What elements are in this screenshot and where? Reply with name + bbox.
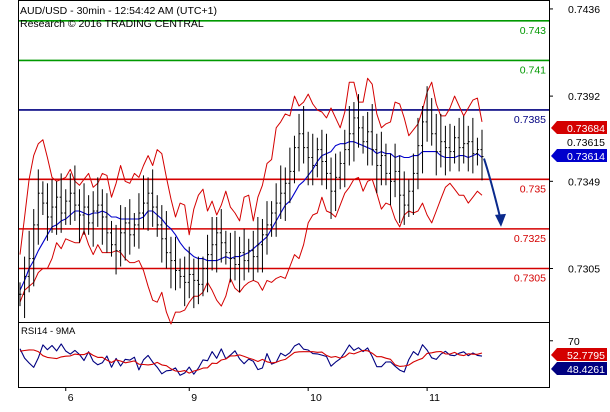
badge-last-price-value-box [557, 135, 607, 148]
projection-arrow-head [495, 213, 506, 227]
level-label-0.7305: 0.7305 [514, 273, 546, 285]
moving-average [19, 141, 483, 291]
badge-rsi-ma-value-pointer [551, 348, 557, 361]
badge-upper-band-value-box [557, 121, 607, 134]
badge-upper-band-value-pointer [551, 121, 557, 134]
x-axis-label: 9 [191, 392, 197, 404]
badge-rsi-ma-value-text: 52.7795 [567, 350, 605, 362]
bollinger-lower-band [19, 176, 483, 325]
price-axis-label: 0.7305 [568, 264, 600, 276]
rsi14-line [19, 343, 483, 376]
level-label-0.735: 0.735 [520, 183, 546, 195]
level-labels: 0.743 0.741 0.7385 0.735 0.7325 0.7305 [514, 25, 546, 285]
level-label-0.7385: 0.7385 [514, 114, 546, 126]
price-axis-label: 0.7349 [568, 176, 600, 188]
badge-rsi-value-box [557, 362, 607, 375]
x-axis-label: 6 [68, 392, 74, 404]
level-label-0.741: 0.741 [520, 64, 546, 76]
projection-arrow-shaft [483, 158, 501, 218]
rsi-axis-label: 70 [568, 336, 580, 348]
axis-labels: 0.7436 0.7392 0.7349 0.7305 70 6 9 10 11 [65, 4, 600, 404]
candlesticks [18, 86, 484, 319]
rsi-lines [19, 343, 483, 376]
badge-ma-value-box [557, 149, 607, 162]
value-badges: 0.73684 0.73615 0.73614 52.7795 48.4261 [551, 121, 607, 376]
bollinger-bands [19, 77, 483, 325]
rsi-panel-title: RSI14 - 9MA [21, 326, 76, 337]
rsi-9ma-line [19, 349, 483, 374]
level-label-0.7325: 0.7325 [514, 233, 546, 245]
header-symbol-line: AUD/USD - 30min - 12:54:42 AM (UTC+1) [20, 5, 217, 17]
level-label-0.743: 0.743 [520, 25, 546, 37]
projection-arrow [483, 158, 506, 227]
price-panel [18, 0, 550, 323]
bollinger-upper-band [19, 77, 483, 255]
badge-rsi-value-text: 48.4261 [567, 364, 605, 376]
badge-rsi-value-pointer [551, 362, 557, 375]
badge-upper-band-value-text: 0.73684 [567, 123, 605, 135]
x-axis-label: 10 [310, 392, 322, 404]
badge-ma-value-text: 0.73614 [567, 151, 605, 163]
price-axis-label: 0.7436 [568, 4, 600, 16]
badge-rsi-ma-value-box [557, 348, 607, 361]
badge-last-price-value-pointer [551, 135, 557, 148]
price-axis-label: 0.7392 [568, 91, 600, 103]
x-axis-label: 11 [429, 392, 440, 404]
moving-average-line [19, 141, 483, 291]
badge-last-price-value-text: 0.73615 [567, 137, 605, 149]
badge-ma-value-pointer [551, 149, 557, 162]
header-research-line: Research © 2016 TRADING CENTRAL [20, 18, 204, 30]
